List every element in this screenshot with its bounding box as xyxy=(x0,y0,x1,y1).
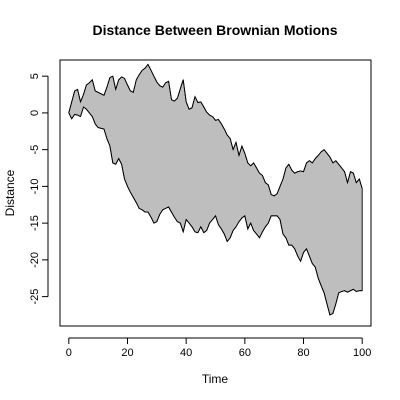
x-axis: 0 20 40 60 80 100 xyxy=(66,337,371,359)
y-tick-label: -20 xyxy=(29,252,41,268)
y-tick-label: -15 xyxy=(29,215,41,231)
plot-area xyxy=(59,59,372,327)
x-tick-label: 100 xyxy=(353,347,371,359)
chart-title: Distance Between Brownian Motions xyxy=(92,22,337,38)
series-upper-line xyxy=(68,63,363,197)
x-tick-label: 0 xyxy=(66,347,72,359)
x-tick-label: 60 xyxy=(239,347,251,359)
series-lower-line xyxy=(68,106,363,316)
y-axis-label: Distance xyxy=(3,169,17,216)
x-tick-label: 40 xyxy=(180,347,192,359)
y-tick-label: -5 xyxy=(29,145,41,155)
y-tick-label: 0 xyxy=(29,110,41,116)
x-tick-label: 80 xyxy=(297,347,309,359)
x-tick-label: 20 xyxy=(121,347,133,359)
y-tick-label: -10 xyxy=(29,178,41,194)
y-tick-label: 5 xyxy=(29,73,41,79)
x-axis-label: Time xyxy=(202,372,229,386)
y-axis: 5 0 -5 -10 -15 -20 -25 xyxy=(29,73,49,305)
plot-frame xyxy=(59,59,372,327)
y-tick-label: -25 xyxy=(29,289,41,305)
